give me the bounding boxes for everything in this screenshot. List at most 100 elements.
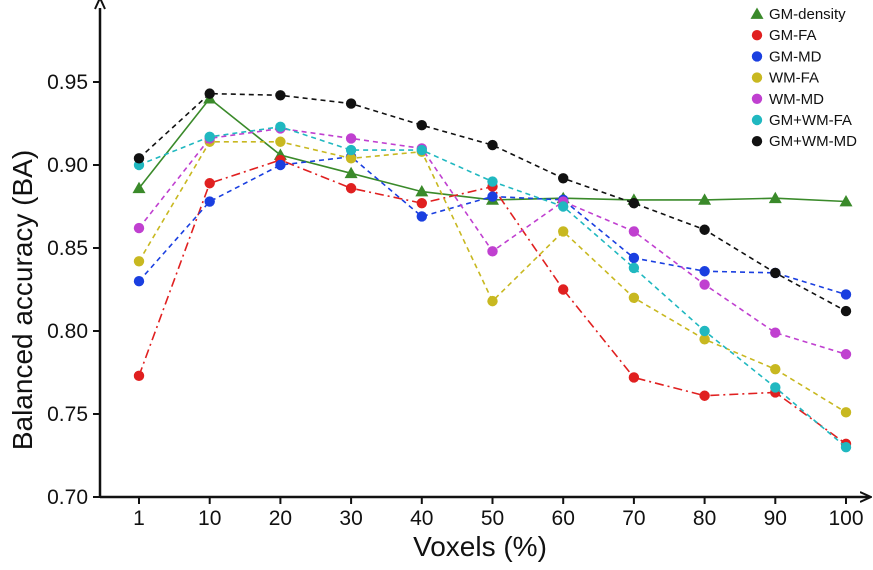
data-point	[487, 246, 497, 256]
data-point	[205, 196, 215, 206]
legend-marker	[752, 51, 762, 61]
data-point	[841, 442, 851, 452]
legend-label: GM+WM-FA	[769, 112, 852, 129]
legend-label: GM-FA	[769, 27, 817, 44]
legend-item-gm-wm-fa: GM+WM-FA	[752, 112, 852, 129]
data-point	[205, 88, 215, 98]
data-point	[769, 192, 782, 203]
data-point	[275, 160, 285, 170]
data-point	[134, 223, 144, 233]
legend-marker	[752, 136, 762, 146]
data-point	[699, 326, 709, 336]
data-point	[346, 145, 356, 155]
data-point	[699, 225, 709, 235]
data-point	[205, 132, 215, 142]
data-point	[134, 276, 144, 286]
data-point	[275, 122, 285, 132]
x-tick-label: 80	[693, 507, 716, 530]
legend-item-wm-fa: WM-FA	[752, 70, 819, 87]
data-point	[558, 284, 568, 294]
data-point	[417, 211, 427, 221]
y-tick-label: 0.70	[47, 486, 88, 509]
legend-item-gm-fa: GM-FA	[752, 27, 817, 44]
series-gm-md	[134, 152, 851, 300]
data-point	[841, 349, 851, 359]
x-tick-label: 10	[198, 507, 221, 530]
data-point	[417, 120, 427, 130]
series-wm-md	[134, 123, 851, 359]
legend-label: WM-FA	[769, 70, 819, 87]
x-tick-label: 30	[339, 507, 362, 530]
data-point	[346, 98, 356, 108]
legend-item-wm-md: WM-MD	[752, 91, 824, 108]
data-point	[275, 90, 285, 100]
data-point	[558, 173, 568, 183]
data-point	[487, 176, 497, 186]
axes: 0.70 0.75 0.80 0.85 0.90 0.95 1 10 20 30 40 50 60 70 8…	[47, 8, 870, 530]
x-tick-label: 90	[764, 507, 787, 530]
data-point	[841, 306, 851, 316]
data-point	[487, 296, 497, 306]
legend-marker	[752, 94, 762, 104]
data-point	[346, 183, 356, 193]
data-point	[699, 391, 709, 401]
data-point	[629, 253, 639, 263]
data-point	[558, 201, 568, 211]
data-point	[629, 293, 639, 303]
legend: GM-density GM-FA GM-MD WM-FA WM-MD GM+WM-FA GM…	[751, 6, 858, 150]
data-point	[841, 289, 851, 299]
data-point	[629, 263, 639, 273]
data-point	[629, 226, 639, 236]
data-point	[770, 268, 780, 278]
data-point	[417, 198, 427, 208]
legend-marker	[752, 30, 762, 40]
data-point	[699, 266, 709, 276]
x-tick-label: 100	[828, 507, 863, 530]
data-point	[487, 140, 497, 150]
legend-label: GM-density	[769, 6, 846, 23]
x-tick-label: 70	[622, 507, 645, 530]
y-tick-label: 0.75	[47, 403, 88, 426]
data-point	[770, 327, 780, 337]
data-point	[699, 279, 709, 289]
legend-label: GM-MD	[769, 48, 822, 65]
data-point	[134, 371, 144, 381]
data-point	[275, 137, 285, 147]
legend-item-gm-density: GM-density	[751, 6, 847, 23]
data-point	[346, 133, 356, 143]
x-axis-title: Voxels (%)	[413, 531, 547, 562]
series-gm-wm-fa	[134, 122, 851, 453]
legend-marker	[752, 115, 762, 125]
x-tick-label: 20	[269, 507, 292, 530]
x-tick-label: 1	[133, 507, 145, 530]
series-line-gm-wm-fa	[139, 127, 846, 447]
data-point	[487, 191, 497, 201]
legend-item-gm-wm-md: GM+WM-MD	[752, 133, 857, 150]
x-tick-label: 40	[410, 507, 433, 530]
data-point	[629, 372, 639, 382]
data-point	[205, 178, 215, 188]
series-layer	[133, 88, 853, 452]
legend-label: GM+WM-MD	[769, 133, 857, 150]
data-point	[134, 256, 144, 266]
y-tick-label: 0.90	[47, 154, 88, 177]
data-point	[134, 153, 144, 163]
y-axis-title: Balanced accuracy (BA)	[7, 150, 38, 450]
data-point	[770, 382, 780, 392]
legend-marker	[751, 8, 764, 19]
legend-item-gm-md: GM-MD	[752, 48, 822, 65]
data-point	[417, 145, 427, 155]
legend-label: WM-MD	[769, 91, 824, 108]
y-tick-label: 0.85	[47, 237, 88, 260]
y-tick-label: 0.80	[47, 320, 88, 343]
series-line-wm-md	[139, 129, 846, 355]
data-point	[629, 198, 639, 208]
x-tick-label: 50	[481, 507, 504, 530]
data-point	[558, 226, 568, 236]
data-point	[770, 364, 780, 374]
data-point	[841, 407, 851, 417]
x-tick-label: 60	[552, 507, 575, 530]
y-tick-label: 0.95	[47, 71, 88, 94]
